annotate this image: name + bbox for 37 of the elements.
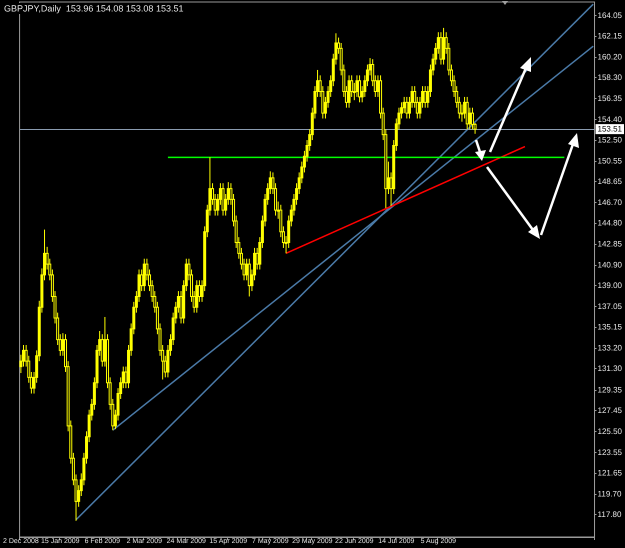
candlestick [442, 27, 446, 66]
y-tick-label: 156.35 [598, 94, 623, 104]
y-tick-label: 133.20 [598, 344, 623, 353]
y-tick-label: 146.70 [598, 198, 623, 208]
y-tick-label: 119.70 [598, 489, 622, 498]
y-tick-label: 160.20 [598, 52, 623, 62]
y-tick-label: 137.05 [598, 302, 623, 312]
ref-line-label: 153.51 [598, 124, 623, 134]
y-tick-label: 140.90 [598, 260, 623, 270]
y-tick-label: 135.15 [598, 322, 623, 332]
y-tick-label: 150.55 [598, 156, 623, 166]
candlestick [470, 107, 474, 130]
y-tick-label: 125.50 [598, 426, 623, 436]
y-tick-label: 162.15 [598, 31, 623, 40]
y-tick-label: 164.05 [598, 10, 623, 20]
y-tick-label: 158.30 [598, 73, 623, 82]
y-tick-label: 117.80 [598, 510, 622, 519]
y-tick-label: 127.45 [598, 406, 623, 415]
y-tick-label: 142.85 [598, 240, 623, 249]
candlestick [195, 280, 198, 314]
y-tick-label: 148.65 [598, 177, 623, 186]
y-tick-label: 121.65 [598, 468, 623, 478]
y-tick-label: 139.00 [598, 281, 623, 290]
candlestick [358, 74, 362, 103]
y-tick-label: 144.80 [598, 218, 623, 228]
y-tick-label: 131.30 [598, 364, 623, 374]
candlestick [348, 74, 351, 108]
y-tick-label: 123.55 [598, 448, 623, 457]
y-tick-label: 129.35 [598, 385, 623, 394]
candlestick [222, 182, 225, 216]
candlestick [424, 86, 427, 108]
candlestick [466, 96, 469, 130]
candlestick [248, 258, 251, 297]
chart-title: GBPJPY,Daily 153.96 154.08 153.08 153.51 [4, 4, 184, 14]
y-tick-label: 152.50 [598, 136, 623, 145]
y-tick-label: 154.40 [598, 115, 623, 124]
candlestick [142, 258, 146, 292]
